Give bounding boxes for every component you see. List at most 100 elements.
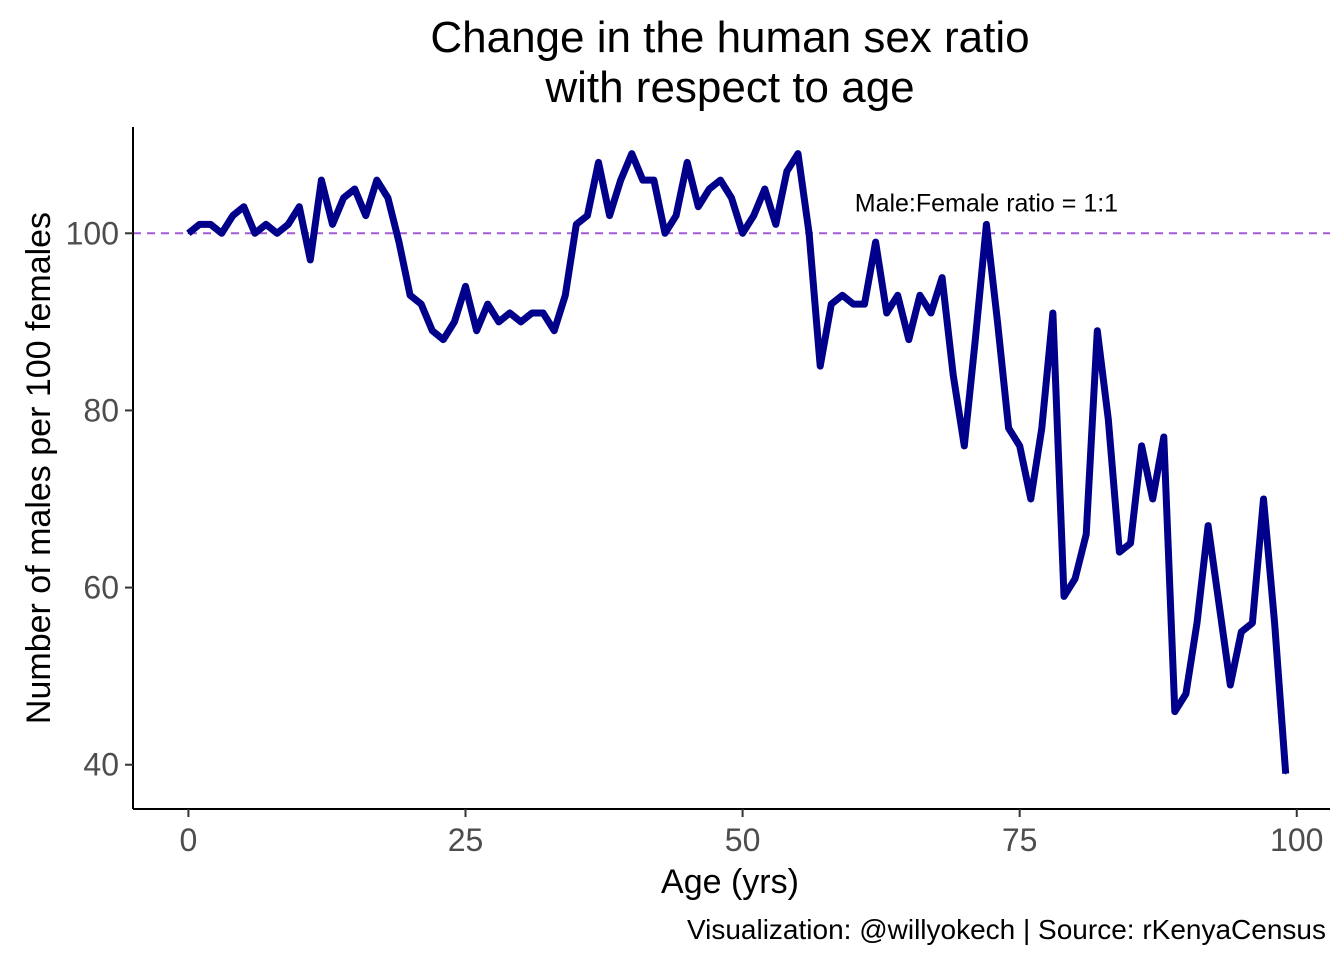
x-tick-label: 0 bbox=[180, 822, 198, 858]
data-point bbox=[276, 232, 278, 235]
data-point bbox=[1251, 622, 1254, 624]
data-point bbox=[775, 223, 777, 226]
data-point bbox=[1041, 427, 1043, 429]
data-point bbox=[764, 188, 766, 190]
data-point bbox=[1018, 445, 1021, 447]
data-point bbox=[1118, 551, 1121, 553]
x-axis-title: Age (yrs) bbox=[661, 863, 799, 901]
data-point bbox=[1074, 577, 1076, 580]
y-tick-label: 40 bbox=[83, 747, 119, 783]
data-point bbox=[475, 329, 478, 332]
data-point bbox=[1140, 445, 1143, 447]
data-point bbox=[365, 214, 367, 217]
reference-line-label: Male:Female ratio = 1:1 bbox=[855, 189, 1118, 217]
data-point bbox=[597, 161, 600, 164]
data-point bbox=[985, 223, 988, 226]
data-point bbox=[930, 312, 932, 314]
data-point bbox=[1262, 498, 1265, 500]
data-point bbox=[1185, 693, 1187, 695]
x-tick-label: 50 bbox=[725, 822, 761, 858]
data-point bbox=[531, 312, 533, 314]
data-point bbox=[786, 170, 788, 173]
data-point bbox=[675, 214, 677, 217]
chart-caption: Visualization: @willyokech | Source: rKe… bbox=[687, 914, 1326, 945]
data-point bbox=[908, 338, 910, 341]
data-point bbox=[631, 152, 633, 155]
data-point bbox=[885, 312, 888, 314]
data-point bbox=[1151, 498, 1154, 500]
x-tick-label: 25 bbox=[448, 822, 484, 858]
data-point bbox=[1107, 418, 1110, 421]
data-point bbox=[952, 374, 954, 376]
data-point bbox=[1240, 631, 1243, 633]
data-point bbox=[198, 223, 201, 226]
data-point bbox=[209, 223, 212, 226]
data-point bbox=[996, 321, 999, 323]
data-point bbox=[830, 303, 833, 305]
series-line-0 bbox=[186, 150, 1290, 774]
data-point bbox=[919, 294, 921, 297]
data-point bbox=[819, 365, 821, 367]
data-point bbox=[387, 197, 389, 199]
data-point bbox=[254, 232, 256, 235]
data-point bbox=[320, 179, 323, 181]
data-point bbox=[309, 259, 312, 261]
data-point bbox=[298, 205, 301, 208]
data-point bbox=[331, 223, 334, 226]
data-point bbox=[520, 321, 522, 323]
x-axis-ticks: 0 25 50 75 100 bbox=[180, 809, 1323, 858]
data-point bbox=[498, 321, 500, 323]
data-point bbox=[863, 303, 866, 305]
data-point bbox=[1096, 329, 1099, 332]
data-point bbox=[409, 294, 411, 297]
data-point bbox=[564, 294, 567, 297]
data-point bbox=[1063, 595, 1065, 598]
data-point bbox=[664, 232, 666, 235]
data-point bbox=[1030, 498, 1032, 500]
data-point bbox=[232, 214, 234, 217]
series-points bbox=[187, 152, 1287, 775]
data-point bbox=[553, 329, 555, 332]
data-point bbox=[730, 197, 733, 199]
data-point bbox=[243, 205, 245, 208]
data-point bbox=[542, 312, 544, 314]
data-point bbox=[453, 321, 456, 323]
data-point bbox=[353, 188, 356, 190]
data-point bbox=[941, 276, 943, 279]
data-point bbox=[1273, 622, 1276, 624]
data-point bbox=[841, 294, 844, 297]
chart-title-line-2: with respect to age bbox=[544, 63, 914, 112]
data-point bbox=[1218, 604, 1220, 607]
x-tick-label: 75 bbox=[1002, 822, 1038, 858]
data-point bbox=[963, 445, 966, 447]
data-point bbox=[287, 223, 290, 226]
data-point bbox=[1052, 312, 1054, 314]
data-point bbox=[686, 161, 688, 164]
y-tick-label: 60 bbox=[83, 570, 119, 606]
y-tick-label: 100 bbox=[66, 215, 119, 251]
data-point bbox=[874, 241, 877, 243]
data-point bbox=[653, 179, 655, 181]
data-point bbox=[808, 232, 810, 235]
data-point bbox=[431, 329, 434, 332]
y-axis-title: Number of males per 100 females bbox=[20, 212, 58, 724]
data-point bbox=[1229, 684, 1232, 686]
data-point bbox=[896, 294, 899, 297]
data-point bbox=[1207, 524, 1209, 527]
data-point bbox=[187, 232, 190, 235]
data-point bbox=[1129, 542, 1132, 545]
data-point bbox=[220, 232, 223, 235]
data-point bbox=[1196, 622, 1198, 624]
data-point bbox=[852, 303, 855, 305]
data-point bbox=[586, 214, 589, 217]
chart-title-line-1: Change in the human sex ratio bbox=[430, 13, 1029, 62]
data-point bbox=[509, 312, 511, 314]
data-point bbox=[398, 241, 400, 243]
data-point bbox=[741, 232, 744, 235]
data-point bbox=[1085, 533, 1087, 536]
data-point bbox=[1174, 710, 1176, 713]
data-point bbox=[486, 303, 489, 305]
data-point bbox=[708, 188, 711, 190]
y-tick-label: 80 bbox=[83, 392, 119, 428]
